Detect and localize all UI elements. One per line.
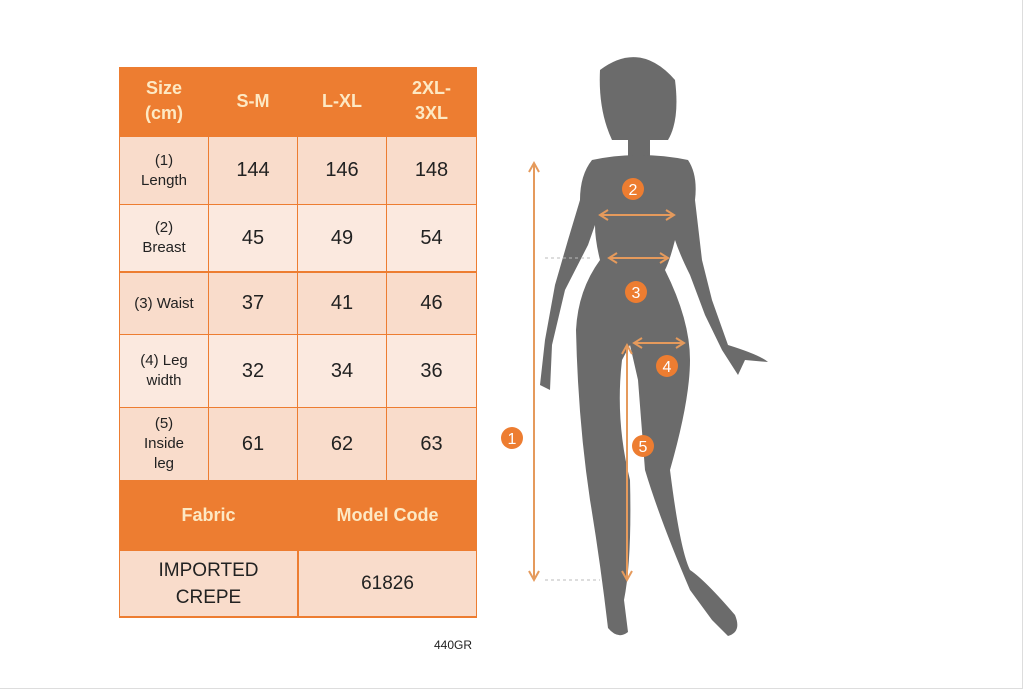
cell-text: (3) Waist xyxy=(134,294,194,312)
cell-text: (4) Leg xyxy=(140,352,188,369)
size-value: 61 xyxy=(209,408,297,480)
marker-label: 1 xyxy=(508,431,517,448)
header-text: 2XL-3XL xyxy=(411,78,451,123)
row-label: (5) Inside leg xyxy=(120,408,208,480)
cell-text: 148 xyxy=(414,159,449,181)
cell-text: Fabric xyxy=(181,504,236,525)
header-text: Size (cm) xyxy=(144,78,183,123)
model-code-header: Model Code xyxy=(299,481,476,549)
row-label: (3) Waist xyxy=(120,273,208,334)
marker-label: 2 xyxy=(629,182,638,199)
size-value: 41 xyxy=(298,273,386,334)
cell-text: 41 xyxy=(330,292,354,314)
header-cell: L-XL xyxy=(298,67,386,135)
cell-text: Model Code xyxy=(336,504,439,525)
header-cell: S-M xyxy=(209,67,297,135)
size-value: 146 xyxy=(298,137,386,204)
marker-4: 4 xyxy=(656,355,678,377)
cell-text: CREPE xyxy=(175,586,242,608)
row-label: (4) Leg width xyxy=(120,335,208,407)
product-code: 440GR xyxy=(434,638,473,652)
header-cell: 2XL-3XL xyxy=(387,67,476,135)
size-value: 54 xyxy=(387,205,476,271)
cell-text: 146 xyxy=(325,159,359,181)
model-code-value: 61826 xyxy=(299,551,476,616)
cell-text: Length xyxy=(141,171,187,189)
size-value: 62 xyxy=(298,408,386,480)
cell-text: 63 xyxy=(420,432,443,455)
cell-text: 46 xyxy=(420,292,443,314)
row-label: (2) Breast xyxy=(120,205,208,271)
size-value: 46 xyxy=(387,273,476,334)
cell-text: 62 xyxy=(330,432,354,455)
header-text: S-M xyxy=(236,90,270,111)
size-value: 63 xyxy=(387,408,476,480)
size-chart-table: Size (cm) S-M L-XL 2XL-3XL (1) Length 144 146 14… xyxy=(119,67,477,618)
cell-text: Breast xyxy=(142,239,186,256)
size-value: 45 xyxy=(209,205,297,271)
marker-2: 2 xyxy=(622,178,644,200)
cell-text: (2) xyxy=(154,219,174,236)
size-value: 36 xyxy=(387,335,476,407)
size-value: 148 xyxy=(387,137,476,204)
cell-text: (5) xyxy=(154,415,174,432)
cell-text: Inside xyxy=(143,435,185,452)
cell-text: 37 xyxy=(241,292,265,314)
cell-text: 61 xyxy=(241,432,265,455)
cell-text: 45 xyxy=(241,226,265,249)
cell-text: (1) xyxy=(154,151,174,169)
header-cell: Size (cm) xyxy=(120,67,208,135)
marker-5: 5 xyxy=(632,435,654,457)
marker-label: 3 xyxy=(632,285,641,302)
cell-text: 144 xyxy=(236,159,270,181)
size-value: 37 xyxy=(209,273,297,334)
silhouette xyxy=(540,57,768,636)
cell-text: 34 xyxy=(330,359,354,382)
header-text: L-XL xyxy=(322,90,362,111)
marker-label: 5 xyxy=(639,439,648,456)
marker-label: 4 xyxy=(663,359,672,376)
cell-text: leg xyxy=(153,455,175,472)
cell-text: IMPORTED xyxy=(158,559,259,581)
cell-text: 61826 xyxy=(361,573,414,594)
row-label: (1) Length xyxy=(120,137,208,204)
cell-text: 54 xyxy=(420,226,443,249)
size-value: 144 xyxy=(209,137,297,204)
marker-3: 3 xyxy=(625,281,647,303)
size-value: 32 xyxy=(209,335,297,407)
cell-text: 36 xyxy=(420,359,443,382)
cell-text: 32 xyxy=(241,359,265,382)
size-value: 34 xyxy=(298,335,386,407)
marker-1: 1 xyxy=(501,427,523,449)
fabric-value: IMPORTED CREPE xyxy=(120,551,297,616)
fabric-header: Fabric xyxy=(120,481,297,549)
cell-text: width xyxy=(146,372,182,389)
size-value: 49 xyxy=(298,205,386,271)
cell-text: 49 xyxy=(330,226,354,249)
